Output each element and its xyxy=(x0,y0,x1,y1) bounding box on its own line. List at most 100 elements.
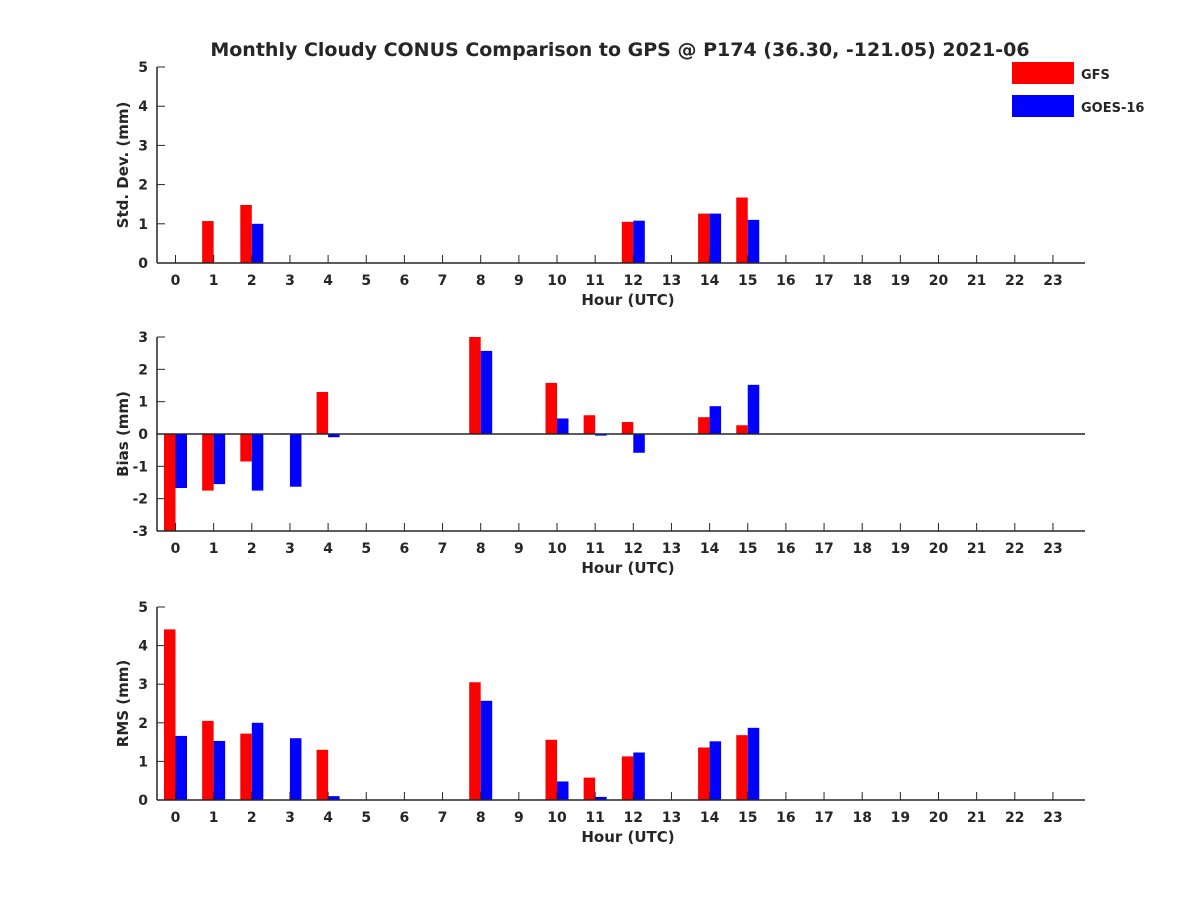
bar-goes16-12 xyxy=(633,220,645,263)
bar-gfs-11 xyxy=(583,415,596,434)
y-tick-label: 0 xyxy=(138,427,148,443)
x-tick-label: 23 xyxy=(1043,273,1062,289)
x-tick-label: 8 xyxy=(476,541,486,557)
x-tick-label: 21 xyxy=(967,810,986,826)
x-tick-label: 8 xyxy=(476,273,486,289)
bar-gfs-14 xyxy=(698,747,710,800)
bar-gfs-1 xyxy=(202,720,214,800)
x-tick-label: 9 xyxy=(514,541,524,557)
x-tick-label: 9 xyxy=(514,810,524,826)
x-axis-label: Hour (UTC) xyxy=(581,291,674,309)
y-tick-label: 3 xyxy=(138,138,148,154)
x-tick-label: 2 xyxy=(247,810,257,826)
x-tick-label: 23 xyxy=(1043,541,1062,557)
bar-gfs-8 xyxy=(469,682,481,800)
x-tick-label: 16 xyxy=(776,810,795,826)
x-tick-label: 7 xyxy=(438,541,448,557)
bar-goes16-1 xyxy=(213,740,226,800)
x-tick-label: 1 xyxy=(209,541,219,557)
bar-goes16-4 xyxy=(328,434,340,438)
y-tick-label: 1 xyxy=(138,395,148,411)
bar-goes16-3 xyxy=(289,738,302,800)
y-axis-label: Std. Dev. (mm) xyxy=(114,102,132,229)
y-tick-label: 3 xyxy=(138,677,148,693)
chart-title: Monthly Cloudy CONUS Comparison to GPS @… xyxy=(210,39,1029,61)
bar-gfs-14 xyxy=(698,213,710,263)
bar-gfs-15 xyxy=(736,425,748,434)
y-tick-label: 1 xyxy=(138,217,148,233)
bar-goes16-8 xyxy=(480,700,493,800)
y-tick-label: 4 xyxy=(138,639,148,655)
x-tick-label: 14 xyxy=(700,810,720,826)
y-tick-label: 3 xyxy=(138,330,148,346)
x-tick-label: 7 xyxy=(438,810,448,826)
bar-goes16-11 xyxy=(595,796,607,800)
bar-goes16-14 xyxy=(709,213,722,263)
bar-goes16-10 xyxy=(557,418,569,434)
x-tick-label: 5 xyxy=(361,273,371,289)
x-tick-label: 14 xyxy=(700,273,720,289)
x-tick-label: 22 xyxy=(1005,541,1024,557)
x-tick-label: 19 xyxy=(891,541,910,557)
bar-goes16-15 xyxy=(747,384,760,434)
bar-gfs-12 xyxy=(621,756,634,800)
x-tick-label: 1 xyxy=(209,810,219,826)
x-tick-label: 2 xyxy=(247,541,257,557)
bar-goes16-12 xyxy=(633,434,645,453)
legend-label-goes16: GOES-16 xyxy=(1081,101,1144,116)
bar-goes16-2 xyxy=(251,223,264,263)
bar-gfs-2 xyxy=(240,434,252,462)
bar-gfs-2 xyxy=(240,204,252,263)
x-axis-label: Hour (UTC) xyxy=(581,559,674,577)
y-axis-label: Bias (mm) xyxy=(114,391,132,477)
bar-gfs-0 xyxy=(164,629,176,800)
bar-goes16-15 xyxy=(747,219,760,263)
bar-goes16-14 xyxy=(709,406,722,434)
bar-gfs-14 xyxy=(698,417,710,434)
bar-goes16-15 xyxy=(747,727,760,800)
x-tick-label: 15 xyxy=(738,541,757,557)
y-tick-label: 4 xyxy=(138,99,148,115)
legend-swatch-goes16 xyxy=(1012,95,1074,117)
x-tick-label: 16 xyxy=(776,541,795,557)
bar-gfs-1 xyxy=(202,221,214,263)
y-tick-label: -2 xyxy=(132,492,148,508)
bar-gfs-4 xyxy=(316,391,329,434)
x-tick-label: 2 xyxy=(247,273,257,289)
x-tick-label: 12 xyxy=(624,810,643,826)
bar-goes16-10 xyxy=(557,781,569,800)
x-tick-label: 6 xyxy=(400,810,410,826)
bar-gfs-0 xyxy=(164,434,176,531)
x-tick-label: 17 xyxy=(814,273,833,289)
x-tick-label: 19 xyxy=(891,273,910,289)
x-tick-label: 13 xyxy=(662,541,681,557)
x-tick-label: 20 xyxy=(929,273,949,289)
legend-swatch-gfs xyxy=(1012,62,1074,84)
x-tick-label: 14 xyxy=(700,541,720,557)
y-tick-label: 1 xyxy=(138,754,148,770)
x-tick-label: 4 xyxy=(323,541,333,557)
bar-gfs-12 xyxy=(621,422,634,434)
bar-goes16-11 xyxy=(595,434,607,436)
bar-goes16-2 xyxy=(251,434,264,491)
x-tick-label: 19 xyxy=(891,810,910,826)
x-tick-label: 1 xyxy=(209,273,219,289)
x-tick-label: 16 xyxy=(776,273,795,289)
bar-goes16-3 xyxy=(289,434,302,487)
x-tick-label: 15 xyxy=(738,810,757,826)
x-tick-label: 8 xyxy=(476,810,486,826)
x-tick-label: 10 xyxy=(547,273,567,289)
y-tick-label: 0 xyxy=(138,256,148,272)
x-tick-label: 4 xyxy=(323,273,333,289)
bar-gfs-4 xyxy=(316,749,329,800)
bar-gfs-8 xyxy=(469,337,481,434)
bar-gfs-11 xyxy=(583,777,596,800)
x-tick-label: 4 xyxy=(323,810,333,826)
bar-gfs-15 xyxy=(736,197,748,263)
x-tick-label: 12 xyxy=(624,541,643,557)
x-tick-label: 11 xyxy=(585,541,604,557)
x-tick-label: 20 xyxy=(929,541,949,557)
